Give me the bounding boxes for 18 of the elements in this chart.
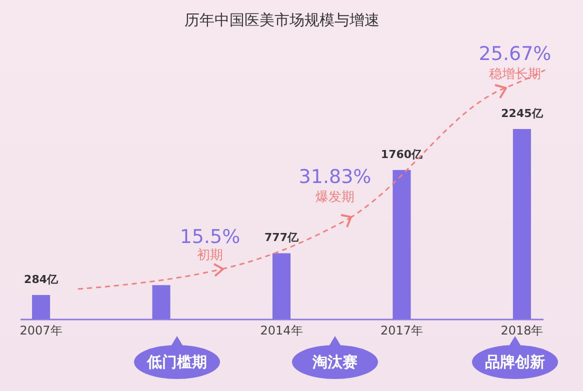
chart-title: 历年中国医美市场规模与增速 xyxy=(184,11,380,29)
data-label: 1760亿 xyxy=(380,148,424,162)
annotation: 15.5% xyxy=(180,226,240,248)
text: 稳增长期 xyxy=(489,67,541,82)
x-tick-label: 2017年 xyxy=(380,324,424,338)
text: 25.67% xyxy=(478,43,552,65)
x-tick-label: 2014年 xyxy=(260,324,303,338)
text: 品牌创新 xyxy=(472,345,558,379)
x-tick-label: 2018年 xyxy=(500,324,544,338)
text: 淘汰赛 xyxy=(292,345,378,379)
annotation: 31.83% xyxy=(298,166,372,188)
data-label: 2245亿 xyxy=(501,107,544,120)
annotation: 初期 xyxy=(197,248,223,263)
text: 低门槛期 xyxy=(134,345,220,379)
data-label: 777亿 xyxy=(264,231,300,244)
data-label: 284亿 xyxy=(24,272,60,286)
x-tick-label: 2007年 xyxy=(20,324,62,338)
annotation: 爆发期 xyxy=(316,190,354,205)
